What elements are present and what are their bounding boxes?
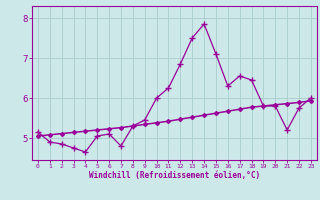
X-axis label: Windchill (Refroidissement éolien,°C): Windchill (Refroidissement éolien,°C) [89,171,260,180]
